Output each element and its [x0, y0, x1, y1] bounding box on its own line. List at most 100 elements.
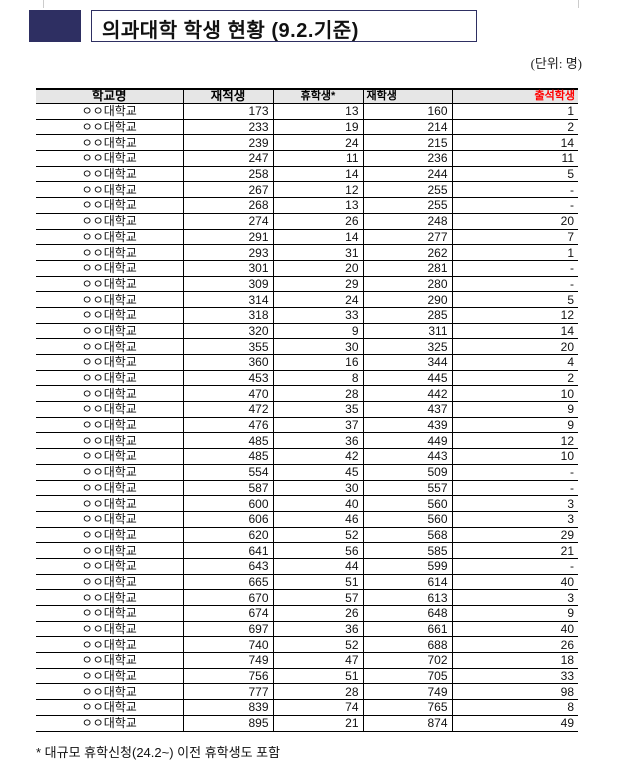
table-row: ㅇㅇ대학교 749 47 702 18	[36, 652, 578, 669]
school-name-cell: ㅇㅇ대학교	[36, 511, 183, 528]
enrolled-cell: 314	[182, 291, 273, 308]
table-row: ㅇㅇ대학교 309 29 280-	[36, 276, 578, 293]
present-cell: -	[451, 181, 578, 199]
attending-cell: 749	[362, 683, 452, 701]
enrolled-cell: 895	[182, 715, 273, 732]
on-leave-cell: 46	[272, 511, 363, 528]
table-row: ㅇㅇ대학교 674 26 648 9	[36, 605, 578, 622]
enrolled-cell: 274	[182, 213, 273, 230]
on-leave-cell: 13	[272, 103, 363, 120]
attending-cell: 311	[362, 323, 452, 340]
enrolled-cell: 355	[182, 338, 273, 355]
table-row: ㅇㅇ대학교 600 40 560 3	[36, 495, 578, 512]
present-cell: 20	[451, 213, 578, 230]
table-row: ㅇㅇ대학교 485 42 443 10	[36, 448, 578, 465]
school-name-cell: ㅇㅇ대학교	[36, 480, 183, 497]
attending-cell: 688	[362, 636, 452, 654]
enrolled-cell: 320	[182, 323, 273, 340]
attending-cell: 344	[362, 354, 452, 371]
present-cell: 5	[451, 291, 578, 308]
attending-cell: 281	[362, 260, 452, 277]
enrolled-cell: 258	[182, 166, 273, 183]
header-present: 출석학생	[451, 88, 578, 104]
school-name-cell: ㅇㅇ대학교	[36, 197, 183, 214]
enrolled-cell: 268	[182, 197, 273, 214]
on-leave-cell: 20	[272, 260, 363, 277]
table-row: ㅇㅇ대학교 476 37 439 9	[36, 417, 578, 434]
school-name-cell: ㅇㅇ대학교	[36, 166, 183, 183]
on-leave-cell: 24	[272, 291, 363, 308]
table-row: ㅇㅇ대학교 643 44 599-	[36, 558, 578, 575]
enrolled-cell: 472	[182, 401, 273, 418]
table-row: ㅇㅇ대학교 274 26 248 20	[36, 213, 578, 230]
header-on-leave: 휴학생*	[272, 88, 363, 104]
title-decoration-block	[29, 10, 81, 42]
on-leave-cell: 30	[272, 338, 363, 355]
on-leave-cell: 29	[272, 276, 363, 293]
table-row: ㅇㅇ대학교 587 30 557-	[36, 480, 578, 497]
table-row: ㅇㅇ대학교 670 57 613 3	[36, 589, 578, 606]
on-leave-cell: 21	[272, 715, 363, 732]
attending-cell: 255	[362, 181, 452, 199]
enrolled-cell: 756	[182, 668, 273, 685]
enrolled-cell: 674	[182, 605, 273, 622]
school-name-cell: ㅇㅇ대학교	[36, 338, 183, 355]
on-leave-cell: 19	[272, 119, 363, 136]
enrolled-cell: 360	[182, 354, 273, 371]
table-row: ㅇㅇ대학교 895 21 874 49	[36, 715, 578, 732]
school-name-cell: ㅇㅇ대학교	[36, 417, 183, 434]
present-cell: 9	[451, 401, 578, 418]
enrolled-cell: 173	[182, 103, 273, 120]
enrolled-cell: 620	[182, 527, 273, 544]
school-name-cell: ㅇㅇ대학교	[36, 495, 183, 512]
table-row: ㅇㅇ대학교 620 52 568 29	[36, 527, 578, 544]
present-cell: 1	[451, 103, 578, 120]
table-row: ㅇㅇ대학교 291 14 277 7	[36, 229, 578, 246]
school-name-cell: ㅇㅇ대학교	[36, 558, 183, 575]
present-cell: 12	[451, 307, 578, 324]
on-leave-cell: 9	[272, 323, 363, 340]
school-name-cell: ㅇㅇ대학교	[36, 574, 183, 591]
present-cell: 98	[451, 683, 578, 701]
table-row: ㅇㅇ대학교 485 36 449 12	[36, 432, 578, 450]
school-name-cell: ㅇㅇ대학교	[36, 307, 183, 324]
on-leave-cell: 36	[272, 432, 363, 450]
attending-cell: 280	[362, 276, 452, 293]
enrolled-cell: 839	[182, 699, 273, 716]
present-cell: -	[451, 480, 578, 497]
student-status-table: 학교명 재적생 휴학생* 재학생 출석학생 ㅇㅇ대학교 173 13 160 1 ㅇㅇ대학…	[36, 88, 578, 732]
attending-cell: 614	[362, 574, 452, 591]
unit-label: (단위: 명)	[530, 56, 582, 71]
on-leave-cell: 37	[272, 417, 363, 434]
table-row: ㅇㅇ대학교 173 13 160 1	[36, 103, 578, 120]
present-cell: -	[451, 276, 578, 293]
present-cell: 49	[451, 715, 578, 732]
enrolled-cell: 301	[182, 260, 273, 277]
enrolled-cell: 554	[182, 464, 273, 481]
on-leave-cell: 26	[272, 605, 363, 622]
present-cell: 40	[451, 574, 578, 591]
table-row: ㅇㅇ대학교 258 14 244 5	[36, 166, 578, 183]
attending-cell: 290	[362, 291, 452, 308]
present-cell: -	[451, 464, 578, 481]
attending-cell: 585	[362, 542, 452, 559]
table-row: ㅇㅇ대학교 239 24 215 14	[36, 134, 578, 152]
enrolled-cell: 485	[182, 448, 273, 465]
attending-cell: 442	[362, 385, 452, 403]
attending-cell: 705	[362, 668, 452, 685]
attending-cell: 568	[362, 527, 452, 544]
enrolled-cell: 309	[182, 276, 273, 293]
present-cell: 3	[451, 511, 578, 528]
school-name-cell: ㅇㅇ대학교	[36, 542, 183, 559]
table-row: ㅇㅇ대학교 665 51 614 40	[36, 574, 578, 591]
school-name-cell: ㅇㅇ대학교	[36, 668, 183, 685]
on-leave-cell: 56	[272, 542, 363, 559]
table-row: ㅇㅇ대학교 756 51 705 33	[36, 668, 578, 685]
present-cell: 4	[451, 354, 578, 371]
school-name-cell: ㅇㅇ대학교	[36, 244, 183, 261]
attending-cell: 560	[362, 511, 452, 528]
present-cell: -	[451, 260, 578, 277]
school-name-cell: ㅇㅇ대학교	[36, 291, 183, 308]
footnote: * 대규모 휴학신청(24.2~) 이전 휴학생도 포함	[36, 745, 281, 760]
on-leave-cell: 30	[272, 480, 363, 497]
